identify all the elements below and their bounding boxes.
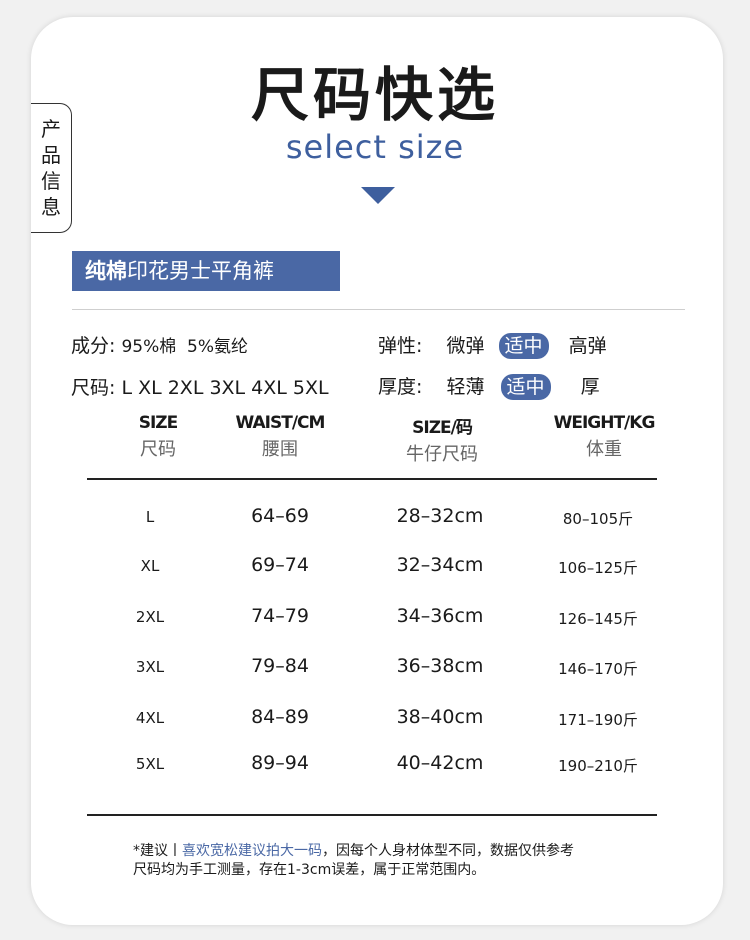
table-cell: 2XL <box>135 608 165 626</box>
header-cn: 牛仔尺码 <box>406 444 478 465</box>
table-cell: 38–40cm <box>396 706 484 728</box>
elasticity: 弹性: 微弹 适中 高弹 <box>378 331 607 359</box>
column-header-waist: WAIST/CM 腰围 <box>200 413 360 461</box>
header-en: SIZE <box>138 413 179 433</box>
table-bottom-rule <box>87 814 657 816</box>
elasticity-option: 微弹 <box>446 335 485 357</box>
page-title: 尺码快选 <box>250 61 499 129</box>
size-note: *建议丨喜欢宽松建议拍大一码，因每个人身材体型不同，数据仅供参考 尺码均为手工测… <box>133 842 574 880</box>
note-line-2: 尺码均为手工测量，存在1-3cm误差，属于正常范围内。 <box>133 862 486 878</box>
thickness-option: 厚 <box>580 376 600 398</box>
table-cell: 36–38cm <box>396 655 484 677</box>
table-cell: 84–89 <box>251 706 309 728</box>
composition-value: 95%棉 5%氨纶 <box>121 337 249 357</box>
table-cell: 126–145斤 <box>558 610 638 628</box>
banner-rest: 印花男士平角裤 <box>127 259 274 283</box>
product-name-banner: 纯棉印花男士平角裤 <box>72 251 340 291</box>
banner-bold: 纯棉 <box>85 259 127 283</box>
elasticity-option: 高弹 <box>568 335 607 357</box>
product-info-tab[interactable]: 产 品 信 息 <box>31 103 72 233</box>
tab-char: 产 <box>41 117 61 141</box>
table-cell: 106–125斤 <box>558 559 638 577</box>
note-prefix: *建议丨 <box>133 843 182 859</box>
table-cell: 32–34cm <box>396 554 484 576</box>
composition: 成分: 95%棉 5%氨纶 <box>71 331 248 358</box>
column-header-size: SIZE 尺码 <box>78 413 238 461</box>
table-cell: 34–36cm <box>396 605 484 627</box>
divider <box>72 309 685 310</box>
thickness-option: 轻薄 <box>446 376 485 398</box>
header-cn: 尺码 <box>140 439 176 460</box>
column-header-jeans-size: SIZE/码 牛仔尺码 <box>362 413 522 466</box>
table-cell: 69–74 <box>251 554 309 576</box>
tab-char: 息 <box>41 195 61 219</box>
table-cell: 3XL <box>135 658 165 676</box>
thickness-option-selected: 适中 <box>500 374 551 400</box>
note-text: ，因每个人身材体型不同，数据仅供参考 <box>322 843 574 859</box>
elasticity-label: 弹性: <box>378 335 423 357</box>
column-header-weight: WEIGHT/KG 体重 <box>524 413 684 461</box>
tab-char: 品 <box>41 143 61 167</box>
table-cell: 5XL <box>135 755 165 773</box>
table-cell: L <box>145 508 155 526</box>
sizes: 尺码: L XL 2XL 3XL 4XL 5XL <box>71 373 329 400</box>
table-cell: 190–210斤 <box>558 757 638 775</box>
page-subtitle: select size <box>285 128 465 166</box>
table-cell: 40–42cm <box>396 752 484 774</box>
note-highlight: 喜欢宽松建议拍大一码 <box>182 843 322 859</box>
down-arrow-icon <box>361 187 395 204</box>
table-cell: 74–79 <box>251 605 309 627</box>
header-cn: 体重 <box>586 439 622 460</box>
table-cell: 4XL <box>135 709 165 727</box>
thickness: 厚度: 轻薄 适中 厚 <box>378 372 600 400</box>
table-cell: XL <box>140 557 160 575</box>
table-cell: 79–84 <box>251 655 309 677</box>
note-line-1: *建议丨喜欢宽松建议拍大一码，因每个人身材体型不同，数据仅供参考 <box>133 842 574 861</box>
table-cell: 146–170斤 <box>558 660 638 678</box>
table-cell: 89–94 <box>251 752 309 774</box>
table-cell: 171–190斤 <box>558 711 638 729</box>
header-en: WAIST/CM <box>235 413 326 433</box>
tab-char: 信 <box>41 169 61 193</box>
composition-label: 成分: <box>71 335 116 357</box>
elasticity-option-selected: 适中 <box>498 333 549 359</box>
table-cell: 64–69 <box>251 505 309 527</box>
table-top-rule <box>87 478 657 480</box>
thickness-label: 厚度: <box>378 376 423 398</box>
table-cell: 28–32cm <box>396 505 484 527</box>
header-en: SIZE/码 <box>412 418 473 438</box>
header-en: WEIGHT/KG <box>553 413 656 433</box>
header-cn: 腰围 <box>262 439 298 460</box>
sizes-label: 尺码: <box>71 377 116 399</box>
sizes-value: L XL 2XL 3XL 4XL 5XL <box>121 377 329 399</box>
size-chart-card <box>31 17 723 925</box>
table-cell: 80–105斤 <box>562 510 634 528</box>
